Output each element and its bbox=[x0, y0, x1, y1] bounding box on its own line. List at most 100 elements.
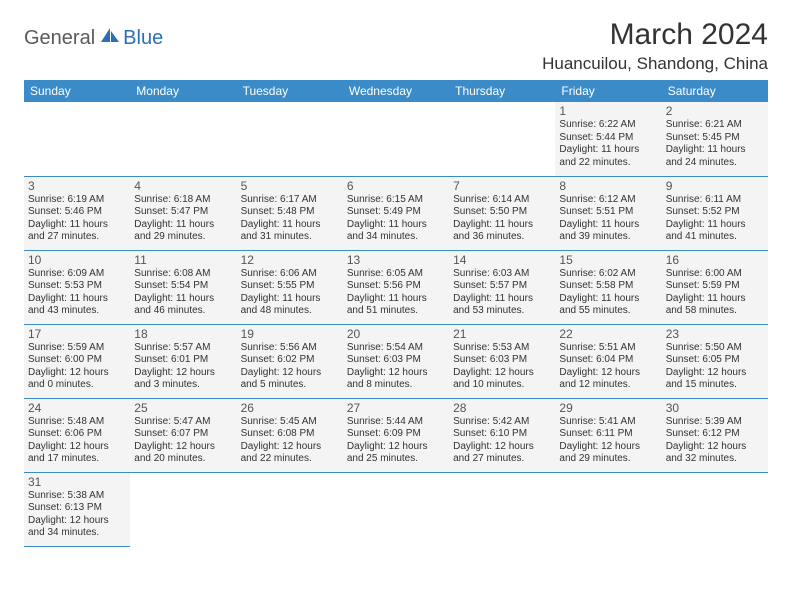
day-info: and 43 minutes. bbox=[28, 305, 126, 318]
day-info: Sunset: 5:57 PM bbox=[453, 280, 551, 293]
calendar-cell: 9Sunrise: 6:11 AMSunset: 5:52 PMDaylight… bbox=[662, 176, 768, 250]
day-info: Daylight: 12 hours bbox=[134, 367, 232, 380]
day-info: and 22 minutes. bbox=[559, 157, 657, 170]
day-info: Sunset: 6:10 PM bbox=[453, 428, 551, 441]
day-info: Daylight: 11 hours bbox=[453, 219, 551, 232]
day-info: Daylight: 11 hours bbox=[134, 219, 232, 232]
day-info: and 36 minutes. bbox=[453, 231, 551, 244]
day-info: Sunrise: 6:12 AM bbox=[559, 194, 657, 207]
day-number: 12 bbox=[241, 253, 339, 267]
calendar-cell: 10Sunrise: 6:09 AMSunset: 5:53 PMDayligh… bbox=[24, 250, 130, 324]
day-info: and 34 minutes. bbox=[28, 527, 126, 540]
day-number: 20 bbox=[347, 327, 445, 341]
day-number: 9 bbox=[666, 179, 764, 193]
calendar-cell: 12Sunrise: 6:06 AMSunset: 5:55 PMDayligh… bbox=[237, 250, 343, 324]
calendar-table: Sunday Monday Tuesday Wednesday Thursday… bbox=[24, 80, 768, 547]
day-info: Sunrise: 6:06 AM bbox=[241, 268, 339, 281]
calendar-row: 10Sunrise: 6:09 AMSunset: 5:53 PMDayligh… bbox=[24, 250, 768, 324]
calendar-cell: 20Sunrise: 5:54 AMSunset: 6:03 PMDayligh… bbox=[343, 324, 449, 398]
day-number: 5 bbox=[241, 179, 339, 193]
calendar-cell bbox=[130, 472, 236, 546]
calendar-cell bbox=[449, 472, 555, 546]
day-number: 26 bbox=[241, 401, 339, 415]
day-info: Sunset: 6:13 PM bbox=[28, 502, 126, 515]
calendar-cell: 2Sunrise: 6:21 AMSunset: 5:45 PMDaylight… bbox=[662, 102, 768, 176]
calendar-cell: 26Sunrise: 5:45 AMSunset: 6:08 PMDayligh… bbox=[237, 398, 343, 472]
day-info: and 27 minutes. bbox=[28, 231, 126, 244]
day-number: 7 bbox=[453, 179, 551, 193]
day-number: 24 bbox=[28, 401, 126, 415]
day-header: Monday bbox=[130, 80, 236, 102]
day-info: and 15 minutes. bbox=[666, 379, 764, 392]
header: General Blue March 2024 Huancuilou, Shan… bbox=[24, 18, 768, 74]
calendar-cell bbox=[237, 472, 343, 546]
day-info: Sunset: 5:52 PM bbox=[666, 206, 764, 219]
day-info: Sunset: 6:05 PM bbox=[666, 354, 764, 367]
day-info: Daylight: 11 hours bbox=[559, 144, 657, 157]
day-info: Sunrise: 5:42 AM bbox=[453, 416, 551, 429]
day-number: 15 bbox=[559, 253, 657, 267]
logo-text-blue: Blue bbox=[123, 27, 163, 50]
calendar-cell: 3Sunrise: 6:19 AMSunset: 5:46 PMDaylight… bbox=[24, 176, 130, 250]
day-info: Sunrise: 5:48 AM bbox=[28, 416, 126, 429]
day-info: and 5 minutes. bbox=[241, 379, 339, 392]
day-number: 8 bbox=[559, 179, 657, 193]
day-info: Daylight: 12 hours bbox=[453, 441, 551, 454]
day-info: Sunset: 6:01 PM bbox=[134, 354, 232, 367]
day-info: and 29 minutes. bbox=[134, 231, 232, 244]
day-number: 6 bbox=[347, 179, 445, 193]
day-info: Sunset: 5:49 PM bbox=[347, 206, 445, 219]
day-info: Daylight: 12 hours bbox=[28, 367, 126, 380]
calendar-cell: 18Sunrise: 5:57 AMSunset: 6:01 PMDayligh… bbox=[130, 324, 236, 398]
day-number: 17 bbox=[28, 327, 126, 341]
day-number: 1 bbox=[559, 104, 657, 118]
day-info: Sunset: 6:09 PM bbox=[347, 428, 445, 441]
day-number: 13 bbox=[347, 253, 445, 267]
day-number: 27 bbox=[347, 401, 445, 415]
day-header: Sunday bbox=[24, 80, 130, 102]
day-info: Daylight: 11 hours bbox=[347, 293, 445, 306]
calendar-cell: 8Sunrise: 6:12 AMSunset: 5:51 PMDaylight… bbox=[555, 176, 661, 250]
day-info: Sunset: 6:04 PM bbox=[559, 354, 657, 367]
day-info: Daylight: 12 hours bbox=[453, 367, 551, 380]
day-info: Daylight: 11 hours bbox=[28, 293, 126, 306]
calendar-cell: 19Sunrise: 5:56 AMSunset: 6:02 PMDayligh… bbox=[237, 324, 343, 398]
day-number: 16 bbox=[666, 253, 764, 267]
day-number: 3 bbox=[28, 179, 126, 193]
day-info: Sunset: 5:51 PM bbox=[559, 206, 657, 219]
day-header: Friday bbox=[555, 80, 661, 102]
day-info: Sunset: 6:03 PM bbox=[347, 354, 445, 367]
calendar-cell: 11Sunrise: 6:08 AMSunset: 5:54 PMDayligh… bbox=[130, 250, 236, 324]
day-number: 29 bbox=[559, 401, 657, 415]
day-info: Sunset: 6:03 PM bbox=[453, 354, 551, 367]
day-info: Daylight: 12 hours bbox=[559, 367, 657, 380]
day-info: Sunrise: 5:41 AM bbox=[559, 416, 657, 429]
day-info: and 48 minutes. bbox=[241, 305, 339, 318]
day-info: Sunrise: 5:38 AM bbox=[28, 490, 126, 503]
day-info: Sunrise: 6:14 AM bbox=[453, 194, 551, 207]
day-info: Sunrise: 5:59 AM bbox=[28, 342, 126, 355]
day-number: 2 bbox=[666, 104, 764, 118]
day-info: and 10 minutes. bbox=[453, 379, 551, 392]
calendar-cell: 5Sunrise: 6:17 AMSunset: 5:48 PMDaylight… bbox=[237, 176, 343, 250]
day-info: Sunrise: 5:50 AM bbox=[666, 342, 764, 355]
day-info: Sunrise: 6:03 AM bbox=[453, 268, 551, 281]
day-info: and 27 minutes. bbox=[453, 453, 551, 466]
day-info: Sunrise: 6:22 AM bbox=[559, 119, 657, 132]
day-info: Sunrise: 6:00 AM bbox=[666, 268, 764, 281]
day-info: Sunrise: 6:05 AM bbox=[347, 268, 445, 281]
calendar-cell bbox=[449, 102, 555, 176]
calendar-cell bbox=[130, 102, 236, 176]
day-info: Sunset: 6:02 PM bbox=[241, 354, 339, 367]
calendar-cell: 14Sunrise: 6:03 AMSunset: 5:57 PMDayligh… bbox=[449, 250, 555, 324]
day-info: Sunset: 5:56 PM bbox=[347, 280, 445, 293]
sail-icon bbox=[99, 26, 121, 49]
day-info: Daylight: 11 hours bbox=[28, 219, 126, 232]
day-info: Daylight: 11 hours bbox=[559, 293, 657, 306]
day-number: 31 bbox=[28, 475, 126, 489]
calendar-cell: 29Sunrise: 5:41 AMSunset: 6:11 PMDayligh… bbox=[555, 398, 661, 472]
day-info: Sunrise: 5:53 AM bbox=[453, 342, 551, 355]
day-header: Tuesday bbox=[237, 80, 343, 102]
day-info: and 39 minutes. bbox=[559, 231, 657, 244]
day-info: Sunset: 5:48 PM bbox=[241, 206, 339, 219]
